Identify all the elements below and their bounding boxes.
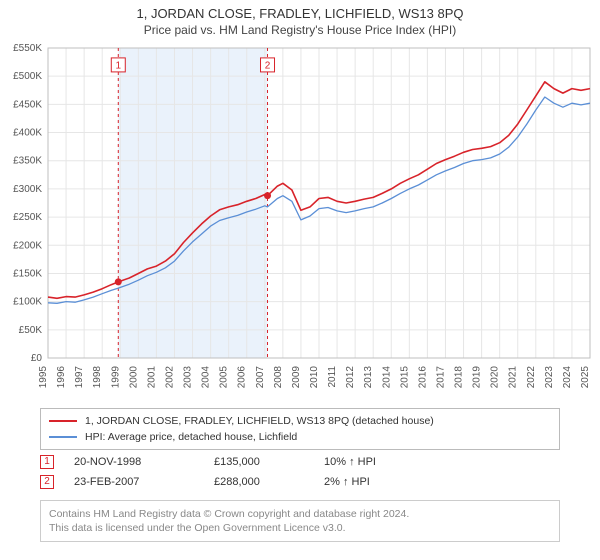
svg-text:2005: 2005 <box>219 366 230 389</box>
svg-text:2015: 2015 <box>399 366 410 389</box>
svg-text:2017: 2017 <box>435 366 446 389</box>
event-date: 20-NOV-1998 <box>74 456 214 468</box>
svg-text:£500K: £500K <box>13 71 42 82</box>
svg-text:2014: 2014 <box>381 366 392 389</box>
svg-text:2018: 2018 <box>454 366 465 389</box>
svg-text:2022: 2022 <box>526 366 537 389</box>
svg-text:2016: 2016 <box>417 366 428 389</box>
event-note: 10% ↑ HPI <box>324 456 376 468</box>
chart-area: £0 £50K £100K £150K £200K £250K £300K £350K £400… <box>0 42 600 402</box>
svg-text:£200K: £200K <box>13 240 42 251</box>
legend-label: HPI: Average price, detached house, Lich… <box>85 431 297 443</box>
svg-text:£100K: £100K <box>13 297 42 308</box>
legend-swatch <box>49 436 77 438</box>
svg-text:2010: 2010 <box>309 366 320 389</box>
svg-text:1996: 1996 <box>56 366 67 389</box>
svg-text:£300K: £300K <box>13 184 42 195</box>
footer-line-2: This data is licensed under the Open Gov… <box>49 521 551 535</box>
svg-text:2008: 2008 <box>273 366 284 389</box>
event-price: £288,000 <box>214 476 324 488</box>
event-row: 1 20-NOV-1998£135,00010% ↑ HPI <box>40 452 560 472</box>
svg-text:1: 1 <box>115 60 121 71</box>
svg-text:2007: 2007 <box>255 366 266 389</box>
chart-title: 1, JORDAN CLOSE, FRADLEY, LICHFIELD, WS1… <box>10 6 590 21</box>
svg-text:1999: 1999 <box>110 366 121 389</box>
svg-text:2006: 2006 <box>237 366 248 389</box>
svg-text:£400K: £400K <box>13 128 42 139</box>
legend: 1, JORDAN CLOSE, FRADLEY, LICHFIELD, WS1… <box>40 408 560 450</box>
svg-text:2002: 2002 <box>164 366 175 389</box>
legend-swatch <box>49 420 77 422</box>
svg-text:1995: 1995 <box>38 366 49 389</box>
legend-label: 1, JORDAN CLOSE, FRADLEY, LICHFIELD, WS1… <box>85 415 434 427</box>
event-price: £135,000 <box>214 456 324 468</box>
svg-text:2025: 2025 <box>580 366 591 389</box>
svg-text:£250K: £250K <box>13 212 42 223</box>
event-note: 2% ↑ HPI <box>324 476 370 488</box>
chart-subtitle: Price paid vs. HM Land Registry's House … <box>10 23 590 37</box>
svg-text:2011: 2011 <box>327 366 338 388</box>
svg-text:2000: 2000 <box>128 366 139 389</box>
svg-text:2024: 2024 <box>562 366 573 389</box>
svg-text:1997: 1997 <box>74 366 85 389</box>
svg-text:2021: 2021 <box>508 366 519 389</box>
svg-text:2: 2 <box>265 60 271 71</box>
svg-text:£450K: £450K <box>13 99 42 110</box>
svg-text:1998: 1998 <box>92 366 103 389</box>
svg-text:£150K: £150K <box>13 268 42 279</box>
event-marker: 2 <box>40 475 54 489</box>
svg-text:£350K: £350K <box>13 156 42 167</box>
svg-text:£0: £0 <box>31 353 43 364</box>
svg-text:2003: 2003 <box>183 366 194 389</box>
svg-text:2001: 2001 <box>146 366 157 389</box>
svg-text:2004: 2004 <box>201 366 212 389</box>
svg-text:£50K: £50K <box>19 325 43 336</box>
event-list: 1 20-NOV-1998£135,00010% ↑ HPI 2 23-FEB-200… <box>40 452 560 492</box>
legend-item: HPI: Average price, detached house, Lich… <box>49 429 551 445</box>
attribution-footer: Contains HM Land Registry data © Crown c… <box>40 500 560 542</box>
svg-text:2013: 2013 <box>363 366 374 389</box>
svg-text:2012: 2012 <box>345 366 356 389</box>
svg-text:2020: 2020 <box>490 366 501 389</box>
svg-text:£550K: £550K <box>13 43 42 54</box>
svg-text:2009: 2009 <box>291 366 302 389</box>
event-marker: 1 <box>40 455 54 469</box>
line-chart-svg: £0 £50K £100K £150K £200K £250K £300K £350K £400… <box>0 42 600 402</box>
event-row: 2 23-FEB-2007£288,0002% ↑ HPI <box>40 472 560 492</box>
legend-item: 1, JORDAN CLOSE, FRADLEY, LICHFIELD, WS1… <box>49 413 551 429</box>
event-date: 23-FEB-2007 <box>74 476 214 488</box>
svg-text:2019: 2019 <box>472 366 483 389</box>
svg-text:2023: 2023 <box>544 366 555 389</box>
footer-line-1: Contains HM Land Registry data © Crown c… <box>49 507 551 521</box>
